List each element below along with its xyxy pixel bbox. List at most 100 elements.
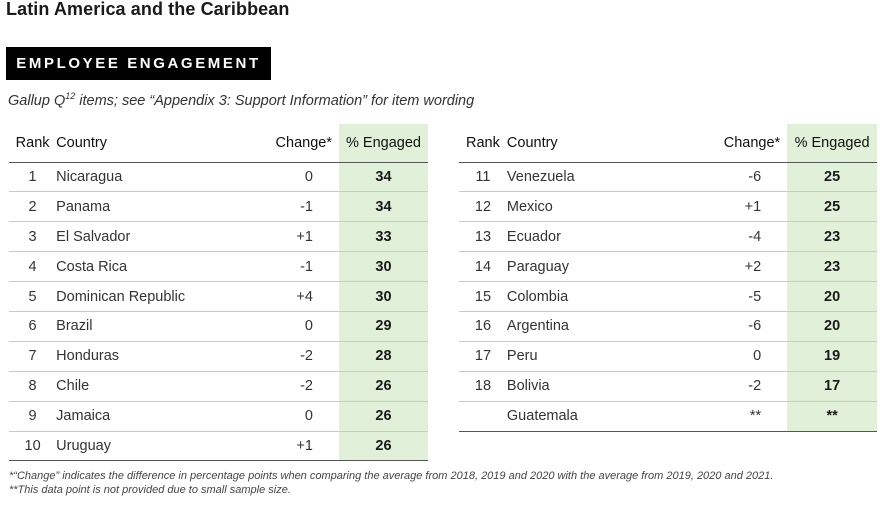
table-row: 16 Argentina -6 20 (459, 311, 877, 342)
rank-cell: 10 (9, 431, 57, 462)
table-row: 11 Venezuela -6 25 (459, 162, 877, 193)
country-cell: Venezuela (506, 162, 674, 193)
header-country: Country (56, 124, 222, 163)
change-cell: 0 (221, 401, 339, 432)
subtitle: Gallup Q12 items; see “Appendix 3: Suppo… (8, 91, 475, 109)
country-cell: El Salvador (56, 221, 222, 253)
change-cell: ** (673, 401, 788, 432)
rank-cell: 12 (459, 191, 507, 223)
rank-cell: 18 (459, 371, 507, 402)
rank-cell: 1 (9, 162, 57, 193)
change-cell: -2 (221, 371, 339, 402)
engaged-cell: 20 (787, 311, 877, 342)
table-body-right: 11 Venezuela -6 25 12 Mexico +1 25 13 Ecuador -4 23… (459, 162, 877, 432)
engagement-table-left: Rank Country Change* % Engaged 1 Nicaragu… (9, 124, 428, 462)
country-cell: Honduras (56, 341, 222, 372)
engaged-cell: 34 (338, 191, 428, 223)
subtitle-text-start: Gallup Q (8, 93, 66, 109)
rank-cell: 7 (9, 341, 57, 372)
table-row: Guatemala ** ** (459, 401, 877, 432)
engaged-cell: 17 (787, 371, 877, 402)
change-cell: -6 (673, 311, 788, 342)
table-row: 18 Bolivia -2 17 (459, 371, 877, 402)
engaged-cell: 26 (338, 431, 428, 462)
engaged-cell: 25 (787, 162, 877, 193)
change-cell: +4 (221, 281, 339, 312)
change-cell: -2 (673, 371, 788, 402)
table-row: 2 Panama -1 34 (9, 191, 428, 223)
country-cell: Guatemala (506, 401, 674, 432)
table-row: 4 Costa Rica -1 30 (9, 251, 428, 283)
table-row: 5 Dominican Republic +4 30 (9, 281, 428, 312)
country-cell: Jamaica (56, 401, 222, 432)
country-cell: Chile (56, 371, 222, 402)
rank-cell: 8 (9, 371, 57, 402)
rank-cell: 14 (459, 251, 507, 283)
subtitle-superscript: 12 (65, 91, 76, 102)
engagement-table-right: Rank Country Change* % Engaged 11 Venezue… (459, 124, 877, 432)
table-row: 6 Brazil 0 29 (9, 311, 428, 342)
change-cell: -6 (673, 162, 788, 193)
engaged-cell: 23 (787, 251, 877, 283)
rank-cell: 9 (9, 401, 57, 432)
footnote-change: *“Change” indicates the difference in pe… (9, 470, 774, 482)
engaged-cell: 25 (787, 191, 877, 223)
footnotes: *“Change” indicates the difference in pe… (9, 469, 773, 497)
table-row: 14 Paraguay +2 23 (459, 251, 877, 283)
rank-cell: 13 (459, 221, 507, 253)
engaged-cell: 20 (787, 281, 877, 312)
table-row: 9 Jamaica 0 26 (9, 401, 428, 432)
country-cell: Mexico (506, 191, 674, 223)
table-row: 12 Mexico +1 25 (459, 191, 877, 223)
engaged-cell: 30 (338, 281, 428, 312)
header-rank: Rank (9, 124, 57, 163)
table-row: 1 Nicaragua 0 34 (9, 162, 428, 193)
table-row: 17 Peru 0 19 (459, 341, 877, 372)
subtitle-text-end: items; see “Appendix 3: Support Informat… (75, 93, 475, 109)
rank-cell: 11 (459, 162, 507, 193)
rank-cell: 4 (9, 251, 57, 283)
table-body-left: 1 Nicaragua 0 34 2 Panama -1 34 3 El Salvador +1 33… (9, 162, 428, 462)
table-row: 15 Colombia -5 20 (459, 281, 877, 312)
country-cell: Argentina (506, 311, 674, 342)
engaged-cell: 28 (338, 341, 428, 372)
country-cell: Panama (56, 191, 222, 223)
change-cell: +1 (221, 431, 339, 462)
change-cell: -4 (673, 221, 788, 253)
header-change: Change* (673, 124, 788, 163)
engaged-cell: ** (787, 401, 877, 432)
country-cell: Brazil (56, 311, 222, 342)
rank-cell: 15 (459, 281, 507, 312)
table-row: 3 El Salvador +1 33 (9, 221, 428, 253)
rank-cell (459, 401, 507, 432)
change-cell: +2 (673, 251, 788, 283)
country-cell: Bolivia (506, 371, 674, 402)
country-cell: Uruguay (56, 431, 222, 462)
change-cell: +1 (673, 191, 788, 223)
engaged-cell: 34 (338, 162, 428, 193)
rank-cell: 2 (9, 191, 57, 223)
change-cell: -1 (221, 191, 339, 223)
header-engaged: % Engaged (338, 124, 428, 163)
table-row: 8 Chile -2 26 (9, 371, 428, 402)
table-row: 10 Uruguay +1 26 (9, 431, 428, 462)
table-header-row: Rank Country Change* % Engaged (9, 124, 428, 163)
country-cell: Paraguay (506, 251, 674, 283)
change-cell: -2 (221, 341, 339, 372)
engaged-cell: 19 (787, 341, 877, 372)
section-badge: EMPLOYEE ENGAGEMENT (6, 47, 271, 80)
header-engaged: % Engaged (787, 124, 877, 163)
rank-cell: 3 (9, 221, 57, 253)
country-cell: Costa Rica (56, 251, 222, 283)
rank-cell: 5 (9, 281, 57, 312)
engaged-cell: 23 (787, 221, 877, 253)
rank-cell: 6 (9, 311, 57, 342)
change-cell: 0 (221, 162, 339, 193)
country-cell: Nicaragua (56, 162, 222, 193)
engaged-cell: 29 (338, 311, 428, 342)
engaged-cell: 33 (338, 221, 428, 253)
table-row: 7 Honduras -2 28 (9, 341, 428, 372)
change-cell: 0 (673, 341, 788, 372)
footnote-missing-data: **This data point is not provided due to… (9, 484, 291, 496)
header-rank: Rank (459, 124, 507, 163)
